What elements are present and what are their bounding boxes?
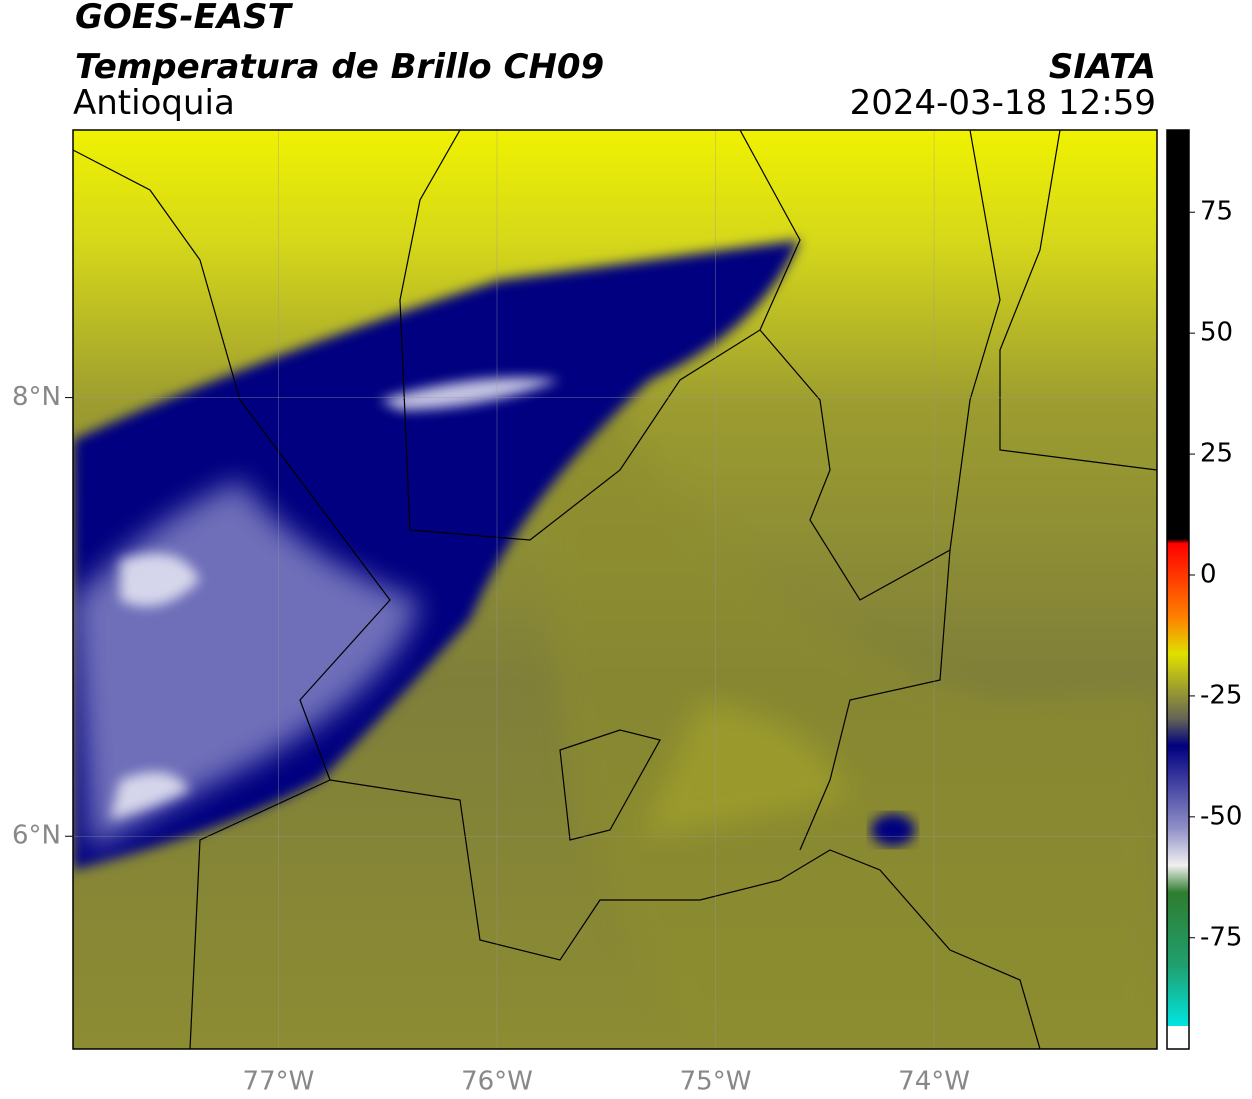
x-tick-label: 76°W (461, 1067, 533, 1097)
y-tick-label: 6°N (12, 821, 61, 851)
colorbar (1166, 129, 1190, 1050)
map-frame (72, 129, 1158, 1050)
map-image (73, 130, 1157, 1049)
source: SIATA (1049, 47, 1156, 87)
colorbar-tick-label: 50 (1200, 318, 1233, 348)
colorbar-tick-label: -25 (1200, 680, 1242, 710)
colorbar-tick-label: 75 (1200, 197, 1233, 227)
colorbar-tick-label: -75 (1200, 922, 1242, 952)
y-tick-label: 8°N (12, 382, 61, 412)
grid (73, 130, 1157, 1049)
x-tick-label: 75°W (680, 1067, 752, 1097)
colorbar-tick-label: 0 (1200, 559, 1217, 589)
x-tick-label: 77°W (243, 1067, 315, 1097)
colorbar-tick-label: 25 (1200, 439, 1233, 469)
colorbar-tick-label: -50 (1200, 801, 1242, 831)
region: Antioquia (73, 83, 235, 123)
title: GOES-EAST (75, 0, 294, 37)
x-tick-label: 74°W (898, 1067, 970, 1097)
subtitle: Temperatura de Brillo CH09 (75, 47, 604, 87)
datetime: 2024-03-18 12:59 (850, 83, 1156, 123)
